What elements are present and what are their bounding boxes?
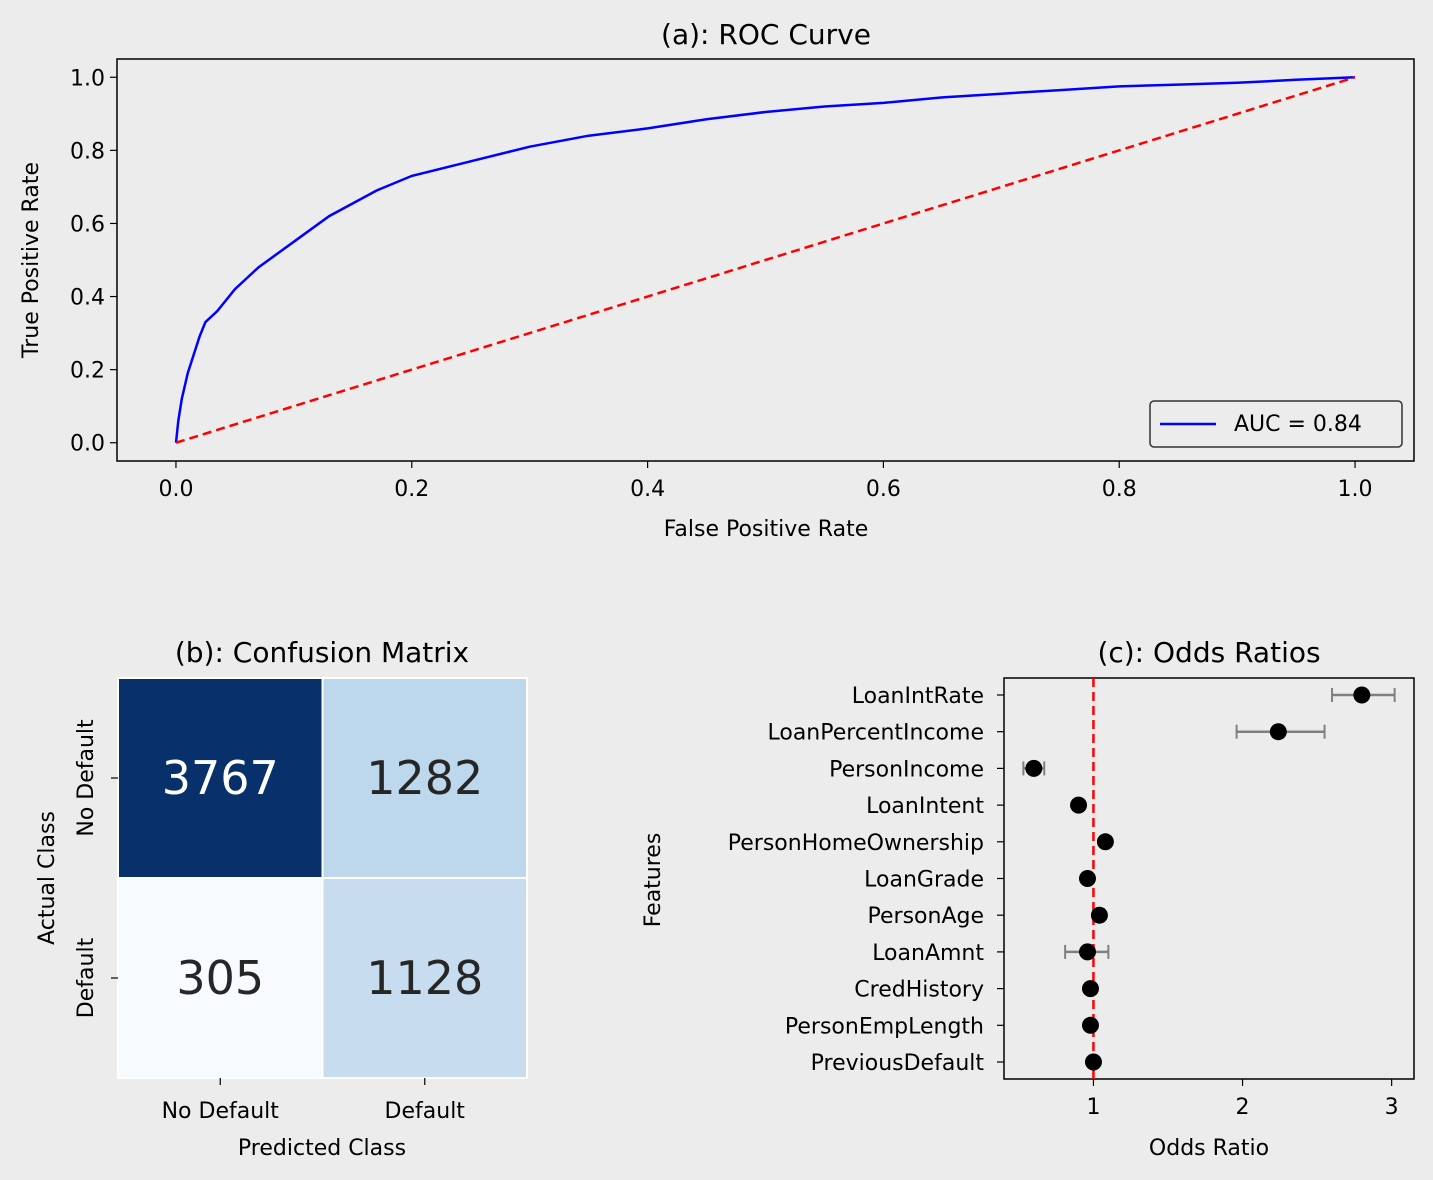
or-y-axis-label: Features <box>641 833 666 928</box>
roc-x-tick-label: 0.8 <box>1102 477 1137 502</box>
roc-x-tick-label: 0.4 <box>630 477 665 502</box>
cm-x-ticks: No Default Default <box>162 1078 466 1124</box>
or-point <box>1025 759 1043 777</box>
or-y-tick-label: LoanPercentIncome <box>768 721 985 746</box>
or-y-tick-label: LoanIntRate <box>852 684 984 709</box>
roc-y-tick-label: 0.4 <box>70 286 105 311</box>
or-point <box>1269 723 1287 741</box>
or-y-tick-label: PersonEmpLength <box>785 1014 984 1039</box>
cm-y-tick-label: Default <box>74 937 99 1018</box>
or-points <box>1022 686 1396 1071</box>
roc-x-tick-label: 1.0 <box>1338 477 1373 502</box>
roc-curve-line <box>174 76 1356 443</box>
cm-cell-value: 1128 <box>366 951 483 1005</box>
or-y-tick-label: PersonIncome <box>829 757 984 782</box>
roc-legend: AUC = 0.84 <box>1149 400 1403 448</box>
cm-x-tick-label: Default <box>385 1099 466 1124</box>
or-x-tick-label: 3 <box>1385 1095 1399 1120</box>
or-point <box>1078 870 1096 887</box>
cm-x-axis-label: Predicted Class <box>238 1136 406 1161</box>
or-point <box>1081 1016 1099 1034</box>
or-plot-area <box>1003 677 1415 1080</box>
roc-y-tick-label: 0.2 <box>70 359 105 384</box>
or-x-ticks: 1 2 3 <box>1086 1079 1399 1120</box>
cm-title: (b): Confusion Matrix <box>175 636 469 669</box>
or-y-tick-label: LoanAmnt <box>872 941 984 966</box>
roc-chart: (a): ROC Curve 0.0 0.2 0.4 0.6 0.8 1.0 0.0 0.2… <box>19 18 1415 542</box>
confusion-matrix-chart: (b): Confusion Matrix 3767 1282 305 1128 No… <box>35 636 528 1161</box>
cm-cell-value: 3767 <box>162 751 279 805</box>
roc-x-tick-label: 0.2 <box>394 477 429 502</box>
roc-x-tick-label: 0.6 <box>866 477 901 502</box>
cm-y-ticks: No Default Default <box>74 719 118 1018</box>
roc-y-tick-label: 0.0 <box>70 432 105 457</box>
or-point <box>1096 833 1114 851</box>
or-x-tick-label: 2 <box>1236 1095 1250 1120</box>
or-point <box>1078 943 1096 961</box>
or-point <box>1070 796 1088 814</box>
or-point <box>1090 906 1108 924</box>
roc-y-axis-label: True Positive Rate <box>19 162 44 359</box>
cm-cells: 3767 1282 305 1128 <box>117 677 528 1079</box>
roc-title: (a): ROC Curve <box>661 18 871 51</box>
or-x-tick-label: 1 <box>1086 1095 1100 1120</box>
or-point <box>1353 686 1371 704</box>
or-point <box>1084 1053 1102 1071</box>
cm-cell-value: 305 <box>176 951 264 1005</box>
or-title: (c): Odds Ratios <box>1097 636 1320 669</box>
roc-x-tick-label: 0.0 <box>158 477 193 502</box>
or-y-tick-label: CredHistory <box>854 978 984 1003</box>
roc-x-ticks: 0.0 0.2 0.4 0.6 0.8 1.0 <box>158 461 1373 502</box>
roc-x-axis-label: False Positive Rate <box>664 517 868 542</box>
roc-y-tick-label: 0.6 <box>70 212 105 237</box>
or-y-tick-label: LoanGrade <box>864 868 984 893</box>
cm-y-axis-label: Actual Class <box>35 811 60 945</box>
roc-y-tick-label: 1.0 <box>70 66 105 91</box>
roc-y-tick-label: 0.8 <box>70 139 105 164</box>
or-point <box>1081 980 1099 998</box>
cm-x-tick-label: No Default <box>162 1099 280 1124</box>
cm-cell-value: 1282 <box>366 751 483 805</box>
or-y-tick-label: LoanIntent <box>866 794 984 819</box>
roc-diagonal-line <box>175 76 1356 444</box>
roc-legend-box <box>1149 400 1403 448</box>
odds-ratio-chart: (c): Odds Ratios 1 2 3 LoanIntRate LoanPerc… <box>641 636 1415 1161</box>
roc-legend-label: AUC = 0.84 <box>1234 412 1362 437</box>
or-y-ticks: LoanIntRate LoanPercentIncome PersonIncome… <box>728 684 1004 1076</box>
cm-cell <box>117 877 324 1079</box>
or-y-tick-label: PersonHomeOwnership <box>728 831 984 856</box>
roc-lines <box>174 76 1356 444</box>
roc-y-ticks: 0.0 0.2 0.4 0.6 0.8 1.0 <box>70 66 117 457</box>
cm-y-tick-label: No Default <box>74 719 99 837</box>
or-y-tick-label: PersonAge <box>868 904 984 929</box>
or-y-tick-label: PreviousDefault <box>811 1051 985 1076</box>
or-x-axis-label: Odds Ratio <box>1149 1136 1269 1161</box>
cm-cell <box>321 877 528 1079</box>
